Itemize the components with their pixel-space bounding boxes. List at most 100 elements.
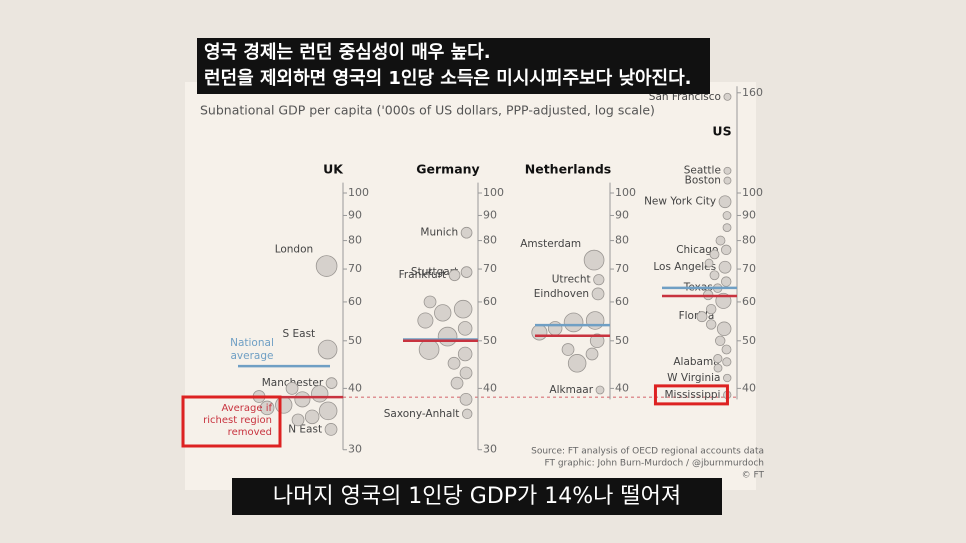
region-dot: [453, 299, 473, 319]
region-dot: [713, 354, 723, 364]
region-dot: [547, 321, 563, 336]
y-tick-label: 60: [742, 295, 756, 308]
region-label: London: [275, 244, 314, 256]
region-dot: [722, 223, 732, 233]
region-dot: [457, 321, 473, 336]
region-dot: [585, 311, 605, 330]
y-tick-label: 80: [742, 234, 756, 247]
panel-title: Germany: [416, 162, 479, 177]
region-dot: [417, 312, 434, 329]
y-tick-label: 80: [483, 234, 497, 247]
region-label: S East: [283, 328, 316, 340]
panel-title: US: [712, 124, 731, 139]
region-dot: [324, 423, 338, 436]
caption: 런던을 제외하면 영국의 1인당 소득은 미시시피주보다 낮아진다.: [204, 68, 692, 89]
national-label: National average: [230, 337, 274, 362]
subtitle-box: [232, 478, 722, 515]
region-label: Saxony-Anhalt: [384, 408, 460, 420]
region-dot: [294, 391, 311, 408]
region-dot: [716, 321, 732, 337]
region-label: W Virginia: [667, 372, 720, 384]
region-dot: [448, 269, 461, 282]
y-tick-label: 70: [742, 262, 756, 275]
highlight-box: [653, 384, 729, 406]
region-dot: [706, 303, 717, 315]
region-dot: [718, 195, 732, 209]
caption-box: [197, 38, 710, 94]
region-dot: [709, 249, 720, 260]
removed-label: Average if richest region removed: [203, 403, 272, 438]
region-dot: [722, 211, 732, 220]
region-dot: [591, 287, 605, 301]
y-tick-label: 50: [348, 334, 362, 347]
region-label: Boston: [685, 175, 721, 187]
y-tick-label: 70: [348, 262, 362, 275]
y-tick-label: 90: [483, 208, 497, 221]
region-dot: [437, 326, 458, 347]
subtitle: 나머지 영국의 1인당 GDP가 14%나 떨어져: [273, 484, 681, 509]
region-dot: [315, 255, 338, 277]
region-label: Seattle: [684, 165, 721, 177]
region-label: Chicago: [676, 244, 718, 256]
region-dot: [722, 357, 732, 367]
region-label: Eindhoven: [534, 288, 589, 300]
y-tick-label: 90: [348, 208, 362, 221]
region-dot: [706, 319, 717, 330]
region-label: Alabama: [673, 356, 719, 368]
region-dot: [585, 347, 599, 361]
y-tick-label: 30: [483, 443, 497, 456]
y-tick-label: 100: [742, 186, 763, 199]
region-dot: [563, 312, 584, 333]
region-dot: [713, 363, 723, 373]
region-dot: [304, 409, 320, 425]
region-dot: [325, 377, 338, 389]
region-dot: [715, 335, 726, 347]
region-dot: [723, 176, 732, 185]
region-dot: [450, 376, 464, 390]
y-tick-label: 40: [615, 381, 629, 394]
region-dot: [317, 339, 338, 360]
y-tick-label: 160: [742, 86, 763, 99]
region-dot: [462, 408, 473, 420]
region-dot: [589, 333, 605, 349]
region-dot: [721, 244, 732, 256]
region-dot: [460, 266, 473, 278]
region-dot: [723, 373, 732, 383]
y-tick-label: 80: [615, 234, 629, 247]
region-dot: [561, 343, 575, 356]
y-tick-label: 50: [615, 334, 629, 347]
panel-title: Netherlands: [525, 162, 611, 177]
y-tick-label: 70: [615, 262, 629, 275]
region-dot: [696, 311, 708, 323]
region-label: Los Angeles: [653, 261, 716, 273]
region-dot: [460, 226, 473, 239]
source: FT graphic: John Burn-Murdoch / @jburnmu…: [544, 459, 764, 469]
source: Source: FT analysis of OECD regional acc…: [531, 447, 764, 457]
highlight-box: [181, 395, 282, 448]
region-label: Munich: [420, 227, 458, 239]
region-label: Amsterdam: [520, 238, 581, 250]
y-tick-label: 50: [742, 334, 756, 347]
y-tick-label: 60: [615, 295, 629, 308]
region-dot: [457, 346, 473, 362]
caption: 영국 경제는 런던 중심성이 매우 높다.: [204, 42, 491, 63]
region-dot: [583, 249, 605, 271]
region-label: Alkmaar: [549, 384, 593, 396]
region-dot: [285, 382, 299, 395]
region-label: N East: [288, 423, 322, 435]
region-dot: [275, 396, 293, 414]
region-dot: [723, 92, 732, 101]
region-label: Mississippi: [665, 389, 721, 401]
region-dot: [423, 295, 437, 309]
region-label: Utrecht: [552, 274, 591, 286]
region-dot: [593, 274, 605, 286]
y-tick-label: 40: [742, 381, 756, 394]
region-dot: [721, 344, 732, 355]
region-dot: [291, 413, 305, 427]
region-dot: [418, 339, 440, 360]
region-label: New York City: [644, 196, 716, 208]
region-dot: [715, 235, 726, 246]
region-dot: [721, 276, 732, 287]
